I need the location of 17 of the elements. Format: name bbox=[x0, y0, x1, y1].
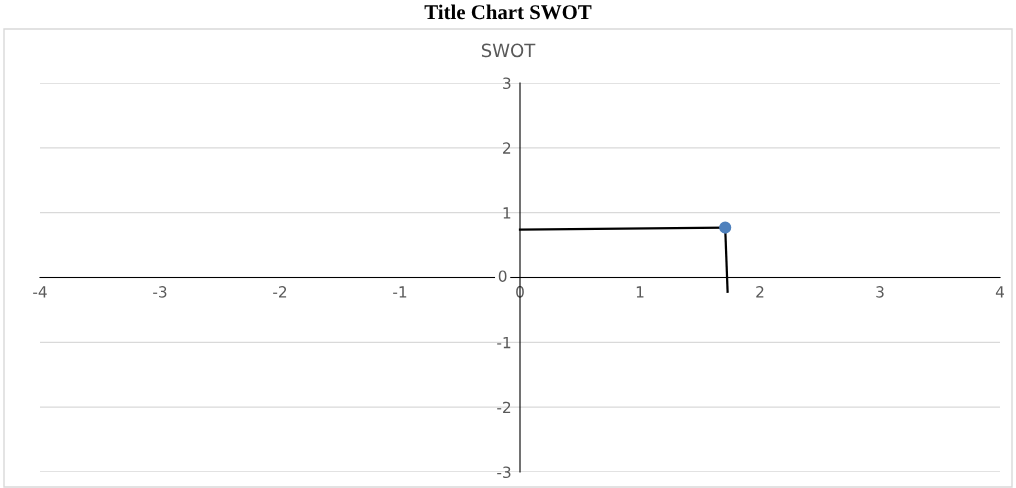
y-tick-label: 1 bbox=[503, 207, 511, 219]
y-tick-label: -3 bbox=[497, 466, 511, 479]
y-tick-label: -1 bbox=[497, 337, 511, 349]
x-tick-label: 2 bbox=[756, 286, 764, 298]
x-tick-label: 4 bbox=[995, 286, 1004, 298]
chart-title: Title Chart SWOT bbox=[424, 4, 592, 20]
x-tick-label: -4 bbox=[33, 286, 47, 298]
x-tick-label: 1 bbox=[636, 286, 644, 298]
y-tick-label: 2 bbox=[503, 142, 511, 154]
x-tick-label: -2 bbox=[273, 286, 287, 298]
y-tick-label: 0 bbox=[498, 270, 507, 282]
y-tick-label: 3 bbox=[503, 77, 511, 90]
x-tick-label: 3 bbox=[876, 286, 884, 298]
chart-subtitle: SWOT bbox=[481, 43, 536, 58]
y-tick-label: -2 bbox=[497, 401, 511, 413]
x-tick-label: -3 bbox=[153, 286, 167, 298]
x-tick-label: -1 bbox=[393, 286, 407, 298]
